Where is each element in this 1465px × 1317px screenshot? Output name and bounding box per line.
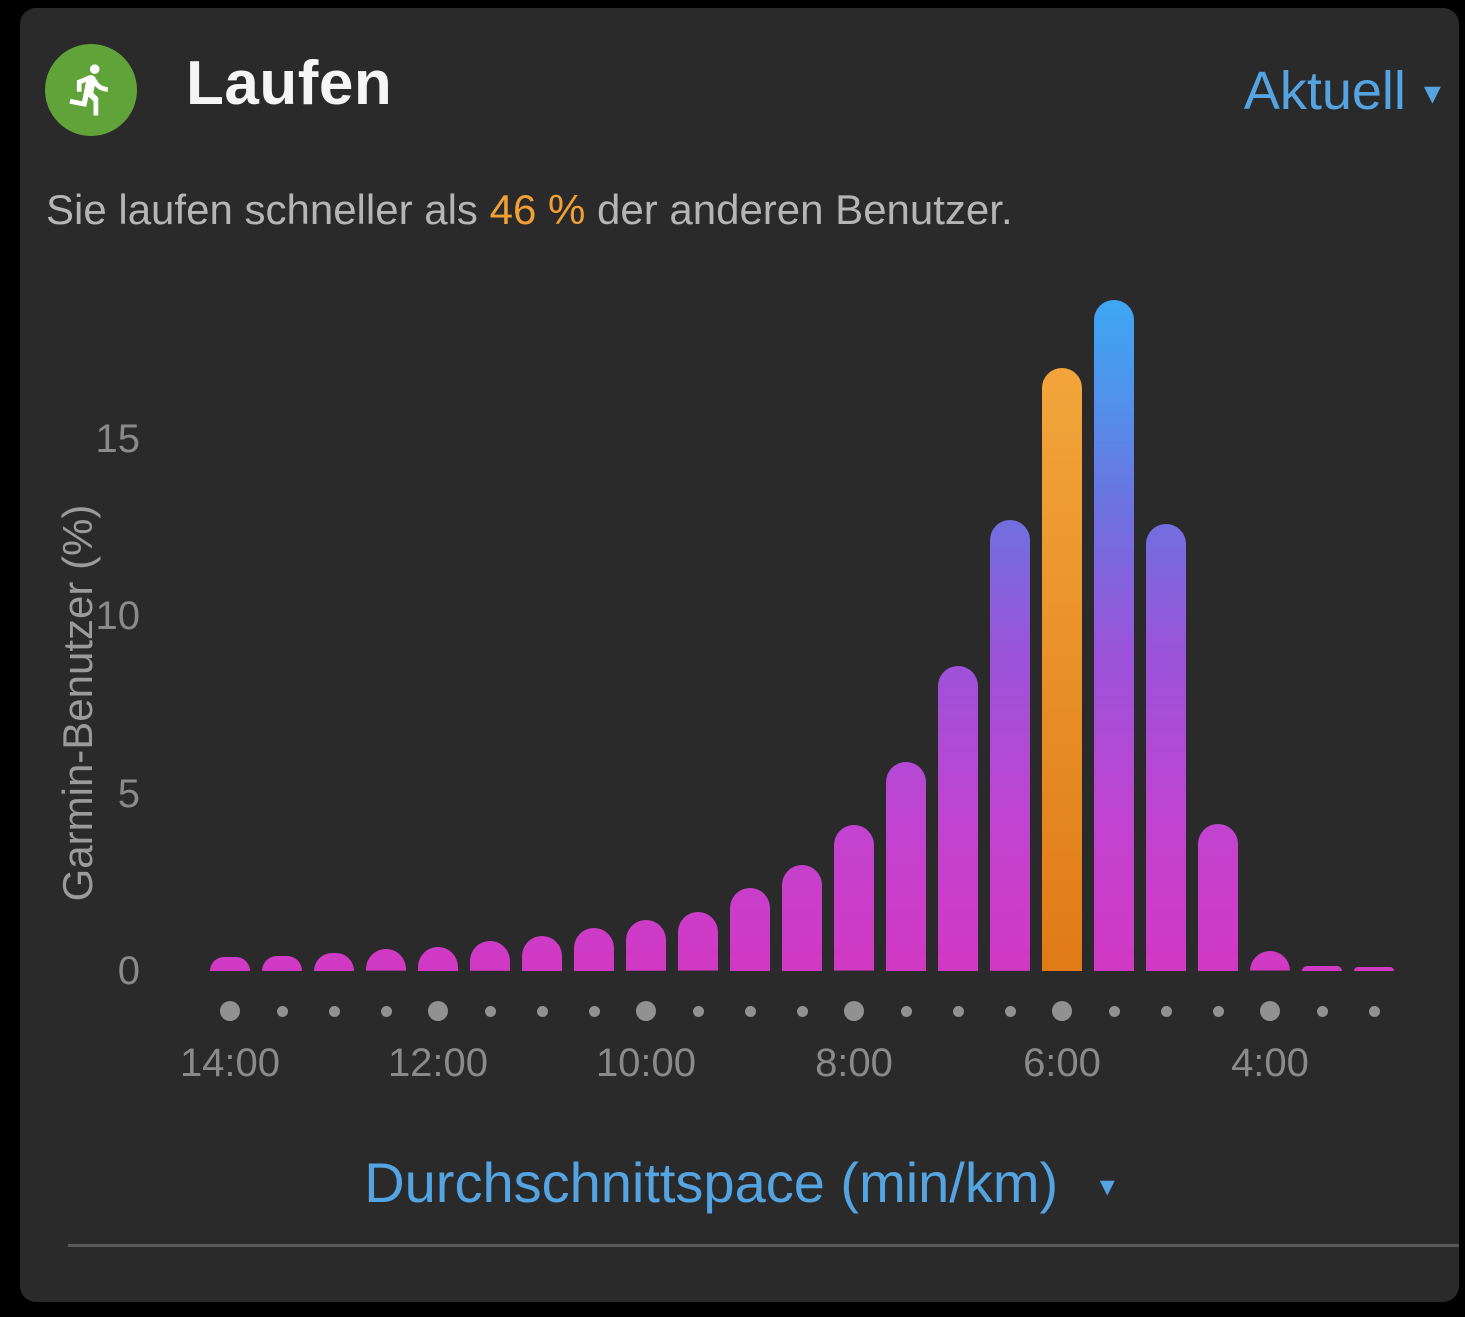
pace-distribution-chart: Garmin-Benutzer (%) 0 5 10 15 14:00 12:00 10:…: [20, 8, 1459, 1302]
x-axis-metric-label: Durchschnittspace (min/km): [364, 1151, 1059, 1214]
x-axis-minor-dot: [276, 1005, 288, 1017]
x-axis-major-dot: [220, 1001, 240, 1021]
period-selector-label: Aktuell: [1243, 61, 1406, 121]
percentile-summary: Sie laufen schneller als 46 % der andere…: [46, 186, 1013, 234]
divider: [68, 1244, 1459, 1247]
chevron-down-icon: ▾: [1423, 74, 1441, 112]
x-axis-minor-dot: [1368, 1005, 1380, 1017]
bar-3:00[interactable]: [1354, 967, 1394, 971]
x-axis-major-dot: [844, 1001, 864, 1021]
bar-6:30[interactable]: [990, 520, 1030, 971]
bar-5:00[interactable]: [1146, 523, 1186, 971]
bar-13:00[interactable]: [314, 952, 354, 971]
bar-8:30[interactable]: [782, 864, 822, 971]
bar-12:00[interactable]: [418, 946, 458, 971]
bar-4:30[interactable]: [1198, 823, 1238, 971]
bar-7:00[interactable]: [938, 665, 978, 971]
period-selector[interactable]: Aktuell ▾: [1244, 60, 1441, 122]
bar-4:00[interactable]: [1250, 951, 1290, 971]
x-axis-minor-dot: [1316, 1005, 1328, 1017]
x-axis-minor-dot: [796, 1005, 808, 1017]
x-tick-label: 12:00: [387, 1041, 489, 1085]
y-tick-label: 0: [117, 949, 140, 993]
bar-5:30[interactable]: [1094, 300, 1134, 971]
x-axis-major-dot: [636, 1001, 656, 1021]
x-axis-minor-dot: [328, 1005, 340, 1017]
bar-13:30[interactable]: [262, 956, 302, 971]
x-axis-minor-dot: [900, 1005, 912, 1017]
card-title: Laufen: [186, 49, 393, 118]
bar-14:00[interactable]: [210, 956, 250, 971]
x-axis-minor-dot: [692, 1005, 704, 1017]
bar-8:00[interactable]: [834, 825, 874, 971]
bar-6:00[interactable]: [1042, 367, 1082, 971]
x-axis-minor-dot: [380, 1005, 392, 1017]
x-axis-minor-dot: [1212, 1005, 1224, 1017]
bar-12:30[interactable]: [366, 949, 406, 971]
x-tick-label: 8:00: [815, 1041, 893, 1085]
y-tick-label: 10: [95, 594, 141, 638]
bar-9:00[interactable]: [730, 887, 770, 971]
x-tick-label: 6:00: [1023, 1041, 1101, 1085]
summary-prefix: Sie laufen schneller als: [46, 186, 490, 233]
running-activity-icon: [45, 44, 137, 136]
x-axis-minor-dot: [484, 1005, 496, 1017]
x-tick-label: 14:00: [179, 1041, 281, 1085]
x-axis-minor-dot: [536, 1005, 548, 1017]
bar-11:00[interactable]: [522, 935, 562, 971]
x-axis-metric-selector[interactable]: Durchschnittspace (min/km) ▾: [20, 1150, 1459, 1215]
x-axis-minor-dot: [1004, 1005, 1016, 1017]
x-tick-label: 4:00: [1231, 1041, 1309, 1085]
x-axis-minor-dot: [744, 1005, 756, 1017]
summary-suffix: der anderen Benutzer.: [585, 186, 1013, 233]
x-axis-minor-dot: [1160, 1005, 1172, 1017]
bar-7:30[interactable]: [886, 761, 926, 971]
y-axis-title: Garmin-Benutzer (%): [54, 504, 101, 902]
y-tick-label: 15: [95, 416, 141, 461]
x-tick-label: 10:00: [595, 1041, 697, 1085]
percentile-value: 46 %: [489, 186, 586, 233]
y-tick-label: 5: [117, 771, 140, 816]
x-axis-major-dot: [1052, 1001, 1072, 1021]
x-axis-major-dot: [1260, 1001, 1280, 1021]
bar-10:30[interactable]: [574, 927, 614, 971]
running-percentile-card: Laufen Aktuell ▾ Sie laufen schneller al…: [20, 8, 1459, 1302]
bar-3:30[interactable]: [1302, 965, 1342, 971]
bar-11:30[interactable]: [470, 941, 510, 971]
x-axis-major-dot: [428, 1001, 448, 1021]
bar-10:00[interactable]: [626, 920, 666, 971]
bar-9:30[interactable]: [678, 912, 718, 971]
runner-icon: [45, 44, 137, 136]
x-axis-minor-dot: [1108, 1005, 1120, 1017]
chevron-down-icon: ▾: [1099, 1170, 1115, 1203]
x-axis-minor-dot: [952, 1005, 964, 1017]
x-axis-minor-dot: [588, 1005, 600, 1017]
